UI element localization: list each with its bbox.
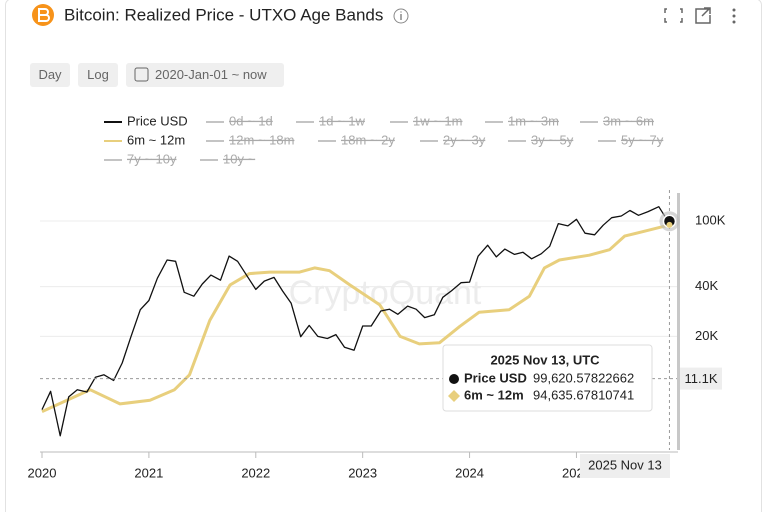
log-button-label: Log <box>87 67 109 82</box>
legend-label[interactable]: 1w ~ 1m <box>413 113 463 128</box>
tooltip-marker <box>449 374 459 384</box>
legend-label[interactable]: 0d ~ 1d <box>229 113 273 128</box>
date-range-label: 2020-Jan-01 ~ now <box>155 67 267 82</box>
legend-label[interactable]: Price USD <box>127 113 188 128</box>
y-tick-label: 40K <box>695 278 718 293</box>
y-tick-label: 100K <box>695 212 726 227</box>
tooltip <box>442 344 653 412</box>
legend-label[interactable]: 7y ~ 10y <box>127 151 177 166</box>
x-tick-label: 2022 <box>241 465 270 480</box>
scroll-bar <box>677 193 680 450</box>
legend-label[interactable]: 5y ~ 7y <box>621 132 664 147</box>
date-range-button[interactable] <box>126 63 284 87</box>
legend-label[interactable]: 6m ~ 12m <box>127 132 185 147</box>
legend-label[interactable]: 10y ~ <box>223 151 256 166</box>
title: Bitcoin: Realized Price - UTXO Age Bands <box>64 5 383 24</box>
series-line <box>41 206 670 437</box>
day-button[interactable] <box>30 63 70 87</box>
day-button-label: Day <box>38 67 62 82</box>
info-icon[interactable] <box>393 8 409 24</box>
fullscreen-icon[interactable] <box>664 8 683 23</box>
calendar-icon <box>134 67 149 82</box>
legend-label[interactable]: 18m ~ 2y <box>341 132 395 147</box>
legend-label[interactable]: 2y ~ 3y <box>443 132 486 147</box>
bitcoin-glyph <box>38 8 50 22</box>
crosshair-x-box <box>580 454 670 478</box>
log-button[interactable] <box>78 63 118 87</box>
tooltip-marker <box>448 390 460 402</box>
tooltip-value: 94,635.67810741 <box>533 387 634 402</box>
tooltip-series: 6m ~ 12m <box>464 387 524 402</box>
tooltip-value: 99,620.57822662 <box>533 370 634 385</box>
y-tick-label: 20K <box>695 328 718 343</box>
card <box>5 0 762 512</box>
legend-label[interactable]: 3y ~ 5y <box>531 132 574 147</box>
crosshair-x-label: 2025 Nov 13 <box>588 457 662 472</box>
crosshair-y-box <box>680 367 722 390</box>
legend-label[interactable]: 1d ~ 1w <box>319 113 366 128</box>
hover-point <box>666 221 673 228</box>
crosshair-y-label: 11.1K <box>684 371 717 386</box>
tooltip-title: 2025 Nov 13, UTC <box>490 352 600 367</box>
x-tick-label: 2021 <box>134 465 163 480</box>
legend-label[interactable]: 1m ~ 3m <box>508 113 559 128</box>
share-icon[interactable] <box>695 7 711 24</box>
x-tick-label: 2023 <box>348 465 377 480</box>
legend-label[interactable]: 3m ~ 6m <box>603 113 654 128</box>
x-tick-label: 2024 <box>455 465 484 480</box>
x-tick-label: 2020 <box>28 465 57 480</box>
legend-label[interactable]: 12m ~ 18m <box>229 132 294 147</box>
watermark: CryptoQuant <box>289 274 482 312</box>
series-line <box>41 223 670 413</box>
menu-icon[interactable] <box>732 8 736 24</box>
tooltip-series: Price USD <box>464 370 527 385</box>
